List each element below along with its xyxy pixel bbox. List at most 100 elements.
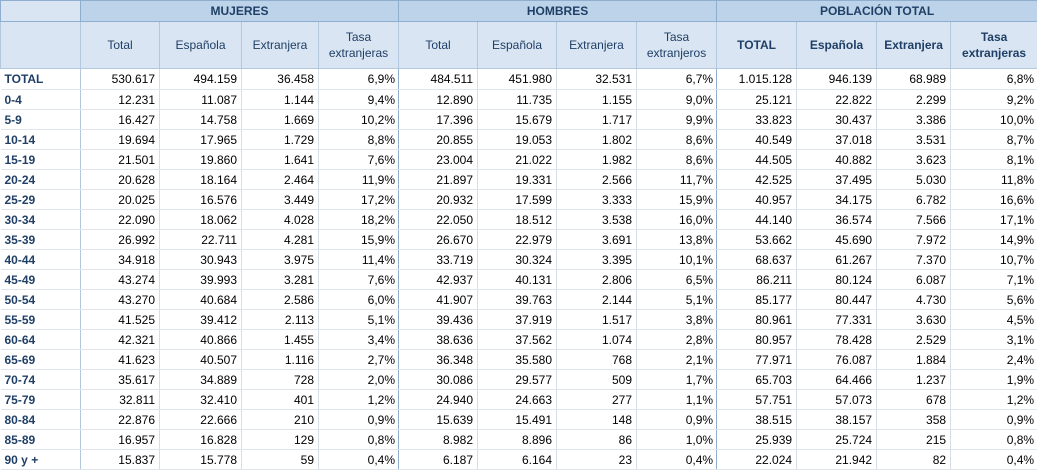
table-cell: 21.022 bbox=[477, 149, 558, 170]
table-cell: 0,8% bbox=[318, 429, 400, 450]
col-header-hombres-tasa: Tasa extranjeros bbox=[636, 21, 718, 69]
table-row: 30-34 22.090 18.062 4.028 18,2% 22.050 18.512 3… bbox=[0, 209, 1037, 230]
table-cell: 0,4% bbox=[636, 449, 718, 470]
table-cell: 18,2% bbox=[318, 209, 400, 230]
table-row: 10-14 19.694 17.965 1.729 8,8% 20.855 19.053 1.… bbox=[0, 129, 1037, 150]
table-cell: 17,2% bbox=[318, 189, 400, 210]
table-cell: 20.855 bbox=[398, 129, 479, 150]
table-cell: 2.806 bbox=[556, 269, 638, 290]
table-cell: 38.636 bbox=[398, 329, 479, 350]
table-cell: 6.782 bbox=[876, 189, 952, 210]
table-cell: 6.164 bbox=[477, 449, 558, 470]
table-cell: 26.992 bbox=[80, 229, 160, 250]
table-cell: 1,2% bbox=[950, 389, 1037, 410]
table-cell: 22.024 bbox=[716, 449, 798, 470]
group-header-total: POBLACIÓN TOTAL bbox=[716, 0, 1037, 22]
table-cell: 53.662 bbox=[716, 229, 798, 250]
table-cell: 2.529 bbox=[876, 329, 952, 350]
table-cell: 43.274 bbox=[80, 269, 160, 290]
table-cell: 8.982 bbox=[398, 429, 479, 450]
table-row: 15-19 21.501 19.860 1.641 7,6% 23.004 21.022 1.… bbox=[0, 149, 1037, 170]
table-cell: 37.018 bbox=[796, 129, 878, 150]
table-cell: 728 bbox=[241, 369, 319, 390]
table-cell: 24.940 bbox=[398, 389, 479, 410]
table-cell: 36.574 bbox=[796, 209, 878, 230]
table-cell: 6,5% bbox=[636, 269, 718, 290]
table-cell: 37.495 bbox=[796, 169, 878, 190]
table-cell: 36.458 bbox=[241, 68, 319, 90]
table-cell: 1.884 bbox=[876, 349, 952, 370]
table-cell: 5,1% bbox=[318, 309, 400, 330]
table-cell: 3.281 bbox=[241, 269, 319, 290]
table-cell: 17.396 bbox=[398, 109, 479, 130]
corner-cell bbox=[0, 21, 81, 69]
group-header-row: MUJERES HOMBRES POBLACIÓN TOTAL bbox=[0, 0, 1037, 22]
table-cell: 215 bbox=[876, 429, 952, 450]
table-cell: 19.860 bbox=[159, 149, 242, 170]
col-header-mujeres-total: Total bbox=[80, 21, 160, 69]
table-cell: 0,9% bbox=[636, 409, 718, 430]
table-cell: 22.050 bbox=[398, 209, 479, 230]
table-cell: 6.187 bbox=[398, 449, 479, 470]
table-cell: 19.331 bbox=[477, 169, 558, 190]
table-cell: 3.975 bbox=[241, 249, 319, 270]
table-cell: 3.623 bbox=[876, 149, 952, 170]
table-row: 50-54 43.270 40.684 2.586 6,0% 41.907 39.763 2.… bbox=[0, 289, 1037, 310]
table-cell: 68.989 bbox=[876, 68, 952, 90]
table-cell: 6.087 bbox=[876, 269, 952, 290]
table-row: 55-59 41.525 39.412 2.113 5,1% 39.436 37.919 1.… bbox=[0, 309, 1037, 330]
table-cell: 15,9% bbox=[318, 229, 400, 250]
table-cell: 8,6% bbox=[636, 149, 718, 170]
table-cell: 148 bbox=[556, 409, 638, 430]
table-cell: 10,2% bbox=[318, 109, 400, 130]
table-cell: 57.073 bbox=[796, 389, 878, 410]
table-cell: 768 bbox=[556, 349, 638, 370]
table-cell: 358 bbox=[876, 409, 952, 430]
table-row: 65-69 41.623 40.507 1.116 2,7% 36.348 35.580 76… bbox=[0, 349, 1037, 370]
table-row: 45-49 43.274 39.993 3.281 7,6% 42.937 40.131 2.… bbox=[0, 269, 1037, 290]
table-cell: 77.971 bbox=[716, 349, 798, 370]
table-cell: 40.507 bbox=[159, 349, 242, 370]
row-label: 55-59 bbox=[0, 309, 81, 330]
table-cell: 10,7% bbox=[950, 249, 1037, 270]
table-cell: 45.690 bbox=[796, 229, 878, 250]
table-cell: 20.025 bbox=[80, 189, 160, 210]
table-cell: 16.427 bbox=[80, 109, 160, 130]
table-cell: 1,2% bbox=[318, 389, 400, 410]
table-cell: 57.751 bbox=[716, 389, 798, 410]
row-label: 50-54 bbox=[0, 289, 81, 310]
table-row: 0-4 12.231 11.087 1.144 9,4% 12.890 11.735 1.15… bbox=[0, 89, 1037, 110]
table-row: 70-74 35.617 34.889 728 2,0% 30.086 29.577 509 1… bbox=[0, 369, 1037, 390]
table-cell: 8,1% bbox=[950, 149, 1037, 170]
table-cell: 2,8% bbox=[636, 329, 718, 350]
table-cell: 76.087 bbox=[796, 349, 878, 370]
col-header-mujeres-extranjera: Extranjera bbox=[241, 21, 319, 69]
table-cell: 34.918 bbox=[80, 249, 160, 270]
table-cell: 34.175 bbox=[796, 189, 878, 210]
table-cell: 530.617 bbox=[80, 68, 160, 90]
table-body: TOTAL 530.617 494.159 36.458 6,9% 484.511 451.… bbox=[0, 68, 1037, 470]
table-cell: 0,4% bbox=[318, 449, 400, 470]
row-label: 70-74 bbox=[0, 369, 81, 390]
table-cell: 41.623 bbox=[80, 349, 160, 370]
table-row: 85-89 16.957 16.828 129 0,8% 8.982 8.896 86 1,0%… bbox=[0, 429, 1037, 450]
table-cell: 41.525 bbox=[80, 309, 160, 330]
table-cell: 22.979 bbox=[477, 229, 558, 250]
table-cell: 12.890 bbox=[398, 89, 479, 110]
table-cell: 1,1% bbox=[636, 389, 718, 410]
table-cell: 8.896 bbox=[477, 429, 558, 450]
table-cell: 9,2% bbox=[950, 89, 1037, 110]
table-cell: 44.505 bbox=[716, 149, 798, 170]
table-cell: 24.663 bbox=[477, 389, 558, 410]
row-label: 35-39 bbox=[0, 229, 81, 250]
table-cell: 1.641 bbox=[241, 149, 319, 170]
table-cell: 11,7% bbox=[636, 169, 718, 190]
table-cell: 0,8% bbox=[950, 429, 1037, 450]
table-cell: 678 bbox=[876, 389, 952, 410]
table-cell: 32.410 bbox=[159, 389, 242, 410]
table-cell: 22.711 bbox=[159, 229, 242, 250]
table-cell: 30.943 bbox=[159, 249, 242, 270]
table-cell: 2.464 bbox=[241, 169, 319, 190]
table-cell: 3.691 bbox=[556, 229, 638, 250]
table-cell: 80.124 bbox=[796, 269, 878, 290]
